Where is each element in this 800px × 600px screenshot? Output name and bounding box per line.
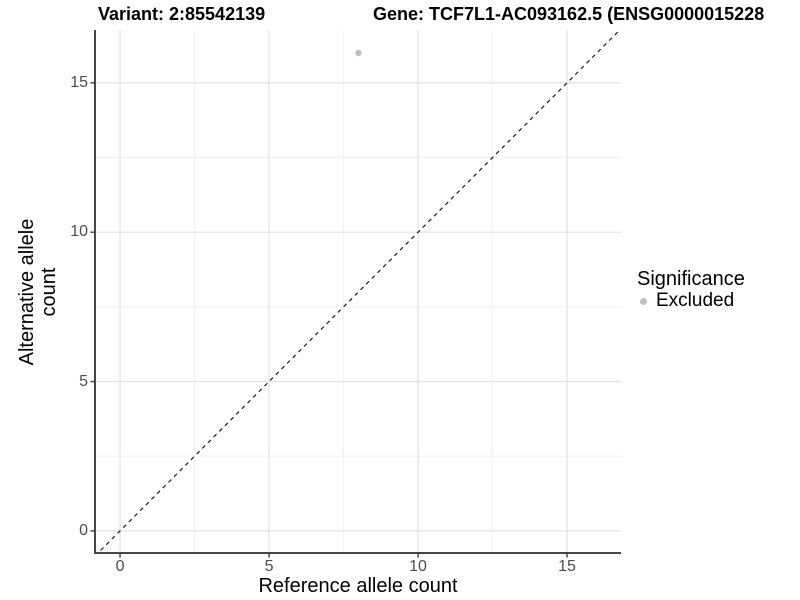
y-axis-title: Alternative allele count <box>16 218 60 366</box>
legend-title: Significance <box>637 268 745 290</box>
y-tick-label-15: 15 <box>70 73 88 91</box>
y-tick-label-0: 0 <box>79 521 88 539</box>
x-tick-label-15: 15 <box>558 558 576 575</box>
y-tick-label-10: 10 <box>70 223 88 241</box>
legend-entry-excluded: Excluded <box>637 291 745 311</box>
y-tick-label-5: 5 <box>79 372 88 390</box>
x-tick-label-0: 0 <box>115 558 125 575</box>
x-tick-label-10: 10 <box>409 558 427 575</box>
gene-title: Gene: TCF7L1-AC093162.5 (ENSG0000015228 <box>373 4 765 24</box>
excluded-point-icon <box>640 297 647 305</box>
x-tick-label-5: 5 <box>264 558 274 575</box>
x-axis-title: Reference allele count <box>258 575 458 597</box>
legend: Significance Excluded <box>637 268 745 311</box>
legend-entry-label: Excluded <box>656 290 735 311</box>
variant-title: Variant: 2:85542139 <box>98 4 266 24</box>
